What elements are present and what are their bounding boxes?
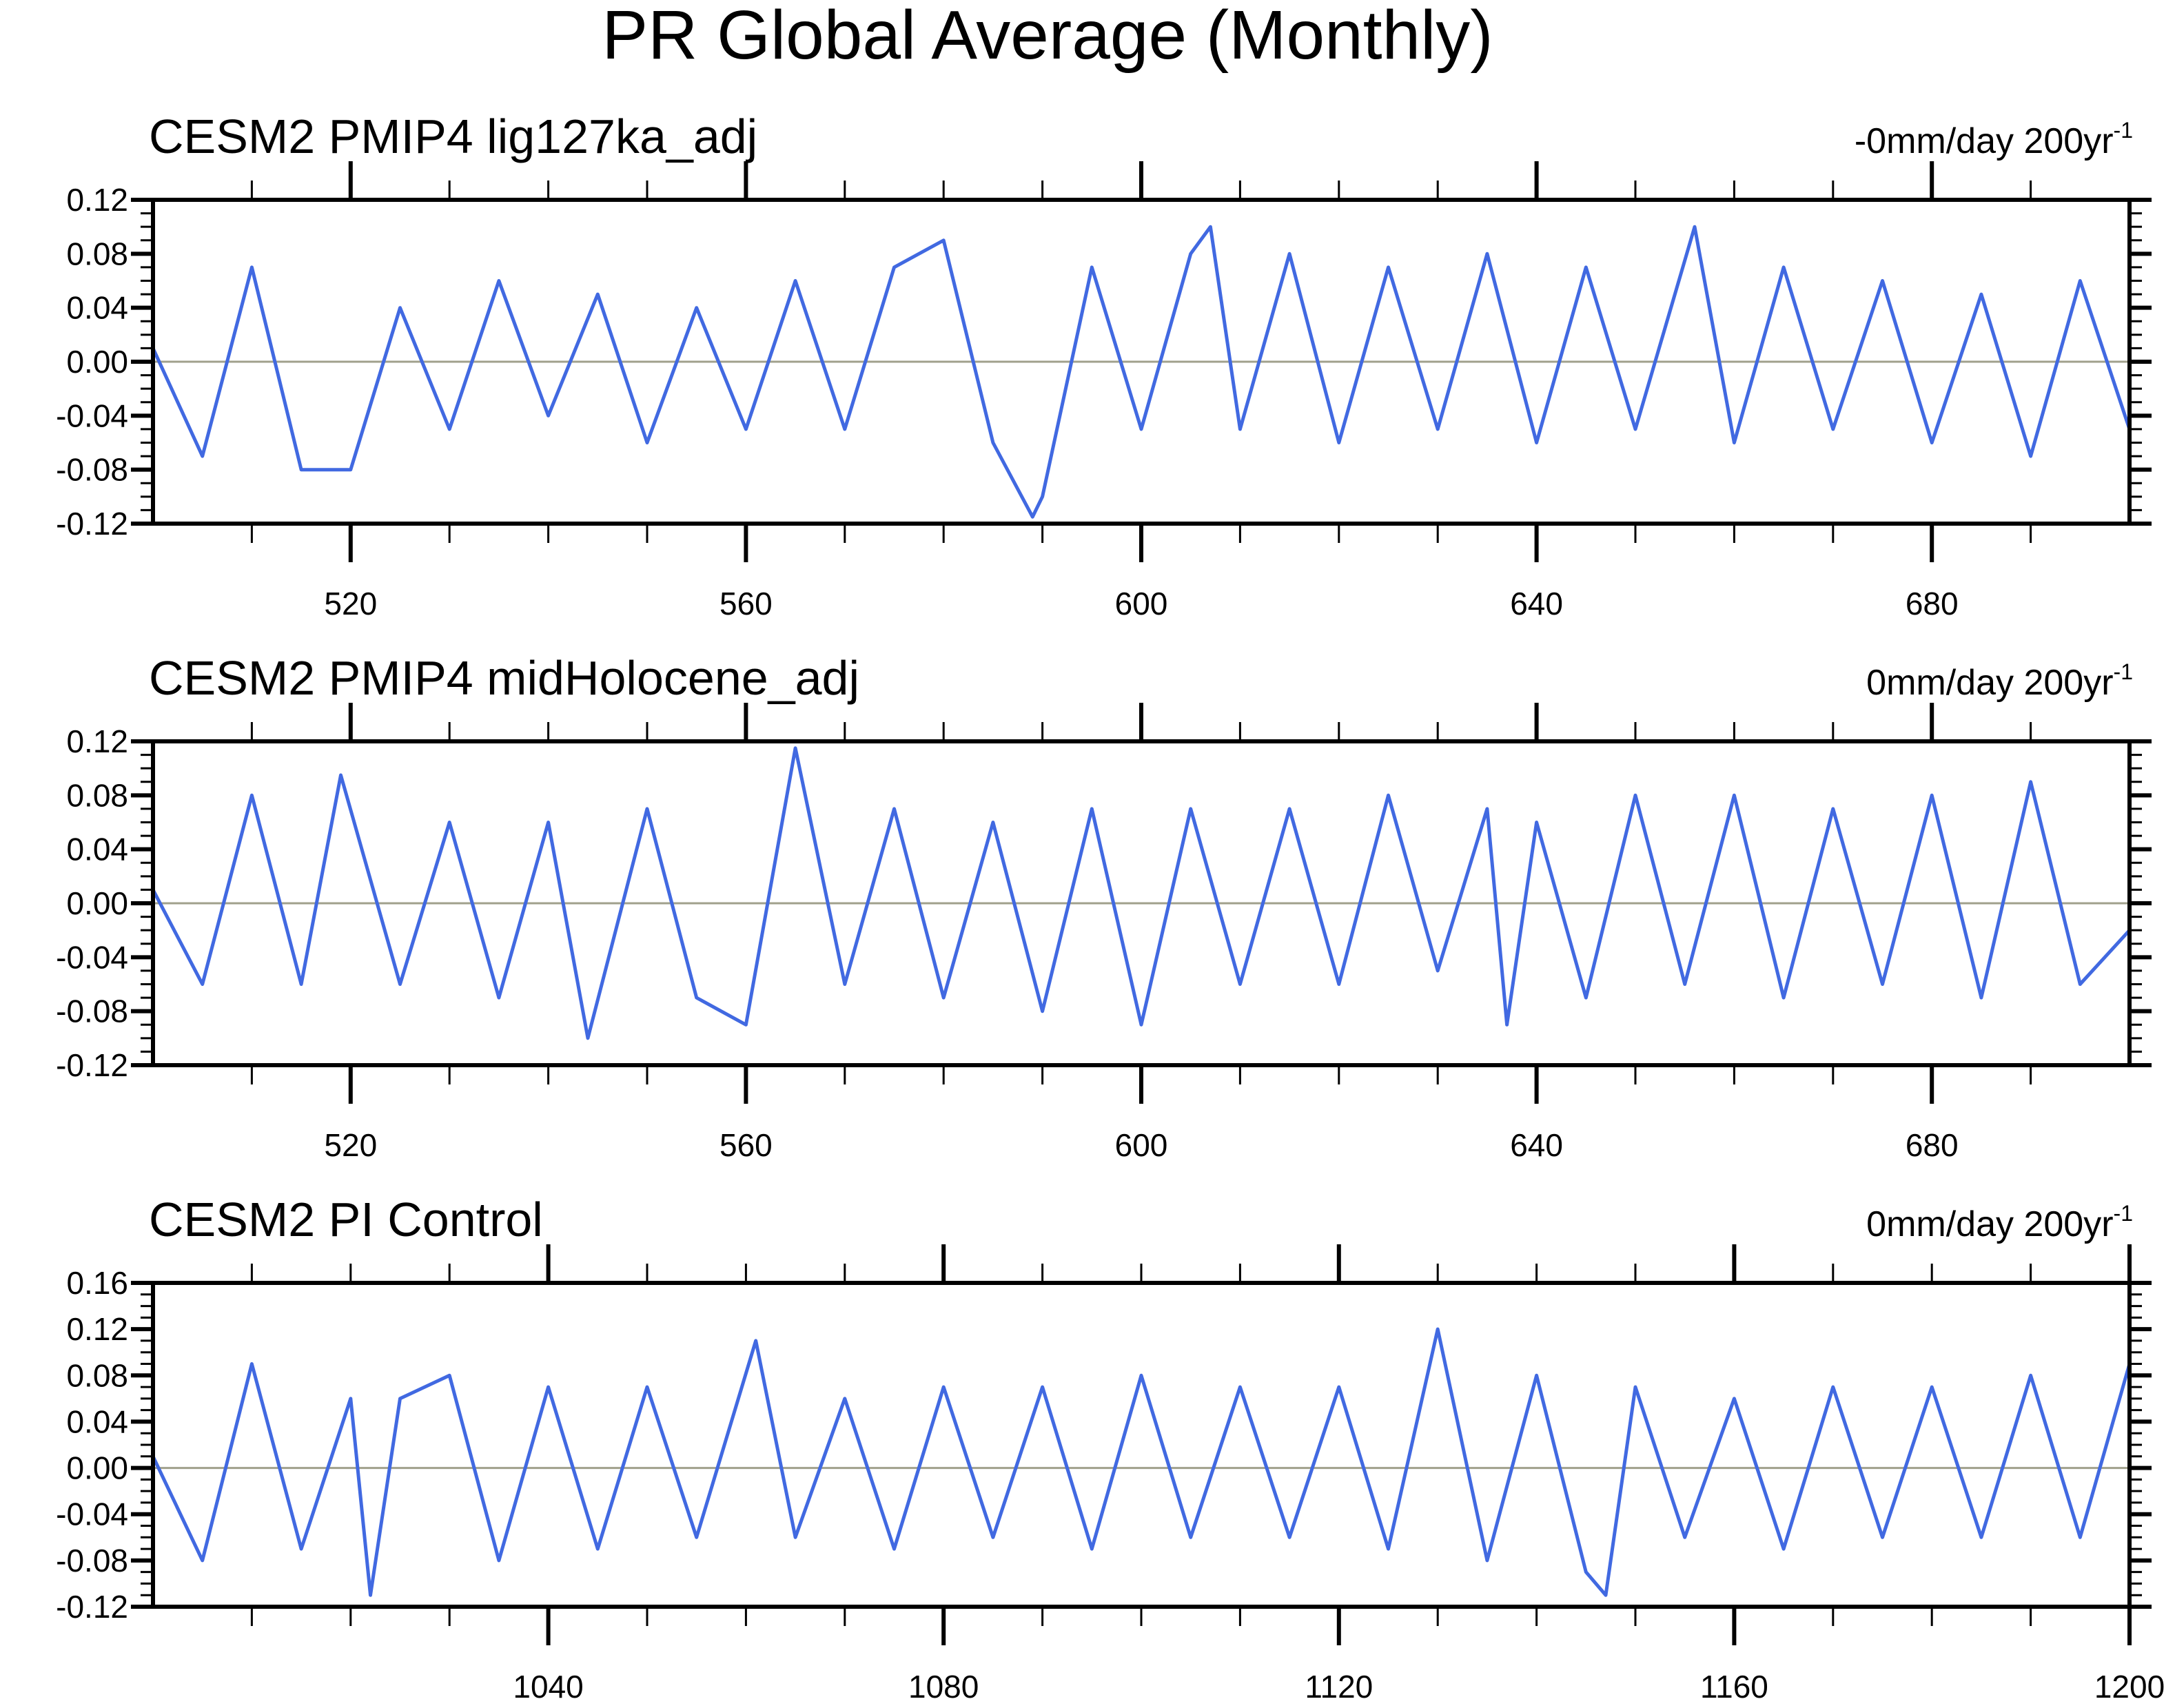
trend-exponent: -1 <box>2114 1201 2133 1226</box>
x-tick-label: 1160 <box>1700 1669 1768 1705</box>
x-tick-label: 1040 <box>513 1669 583 1705</box>
trend-label-value: 0mm/day 200yr <box>1866 1204 2113 1244</box>
trend-exponent: -1 <box>2114 659 2133 684</box>
y-tick-label: -0.04 <box>56 398 128 433</box>
y-tick-label: -0.12 <box>56 1047 128 1083</box>
trend-label: -0mm/day 200yr-1 <box>1855 118 2133 161</box>
x-tick-label: 520 <box>324 1127 377 1163</box>
trend-label: 0mm/day 200yr-1 <box>1866 659 2133 703</box>
panel-title: CESM2 PMIP4 midHolocene_adj <box>149 651 859 705</box>
x-tick-label: 640 <box>1510 586 1563 621</box>
x-tick-label: 520 <box>324 586 377 621</box>
plot-frame <box>151 198 2132 526</box>
plot-frame <box>151 1281 2132 1609</box>
y-tick-label: 0.08 <box>66 236 128 271</box>
axes-layer: -0.12 -0.08 -0.04 0.00 0.04 0.08 0.12 520 560 600… <box>56 161 2152 621</box>
trend-label-value: 0mm/day 200yr <box>1866 663 2113 703</box>
y-tick-label: 0.12 <box>66 723 128 759</box>
trend-exponent: -1 <box>2114 118 2133 143</box>
y-tick-label: 0.00 <box>66 1450 128 1486</box>
y-tick-label: -0.08 <box>56 994 128 1029</box>
x-tick-label: 1200 <box>2094 1669 2165 1705</box>
y-tick-label: -0.08 <box>56 1543 128 1578</box>
series-line <box>151 1327 2132 1597</box>
plot-frame <box>151 739 2132 1067</box>
figure-title: PR Global Average (Monthly) <box>602 0 1493 74</box>
y-tick-label: 0.12 <box>66 1311 128 1347</box>
x-tick-label: 560 <box>719 586 773 621</box>
chart-panel-midholocene: CESM2 PMIP4 midHolocene_adj 0mm/day 200y… <box>56 651 2152 1163</box>
x-tick-label: 600 <box>1115 586 1168 621</box>
y-tick-label: 0.04 <box>66 832 128 867</box>
x-tick-label: 640 <box>1510 1127 1563 1163</box>
trend-label: 0mm/day 200yr-1 <box>1866 1201 2133 1244</box>
chart-panel-picontrol: CESM2 PI Control 0mm/day 200yr-1 -0.12-0… <box>56 1193 2165 1705</box>
y-tick-label: 0.08 <box>66 1357 128 1393</box>
trend-label-value: -0mm/day 200yr <box>1855 121 2114 161</box>
x-tick-label: 680 <box>1906 586 1959 621</box>
x-tick-label: 680 <box>1906 1127 1959 1163</box>
x-tick-label: 560 <box>719 1127 773 1163</box>
panel-title: CESM2 PI Control <box>149 1193 543 1246</box>
x-tick-label: 1120 <box>1305 1669 1373 1705</box>
y-tick-label: 0.00 <box>66 885 128 921</box>
series-line <box>151 746 2131 1040</box>
axes-layer: -0.12 -0.08 -0.04 0.00 0.04 0.08 0.12 520 560 600… <box>56 703 2152 1163</box>
x-tick-label: 1080 <box>908 1669 979 1705</box>
y-tick-label: -0.12 <box>56 1589 128 1625</box>
y-tick-label: -0.12 <box>56 506 128 542</box>
chart-panel-lig127ka: CESM2 PMIP4 lig127ka_adj -0mm/day 200yr-… <box>56 110 2152 621</box>
y-tick-label: 0.12 <box>66 182 128 218</box>
y-tick-label: -0.08 <box>56 452 128 488</box>
series-line <box>151 225 2132 519</box>
y-tick-label: -0.04 <box>56 1496 128 1532</box>
y-tick-label: 0.04 <box>66 290 128 326</box>
y-tick-label: -0.04 <box>56 939 128 975</box>
y-tick-label: 0.08 <box>66 777 128 813</box>
x-tick-label: 600 <box>1115 1127 1168 1163</box>
y-tick-label: 0.00 <box>66 344 128 380</box>
axes-layer: -0.12 -0.08 -0.04 0.00 0.04 0.08 0.12 0.16 1040 1… <box>56 1244 2165 1705</box>
y-tick-label: 0.04 <box>66 1403 128 1439</box>
y-tick-label: 0.16 <box>66 1265 128 1301</box>
panel-title: CESM2 PMIP4 lig127ka_adj <box>149 110 757 163</box>
